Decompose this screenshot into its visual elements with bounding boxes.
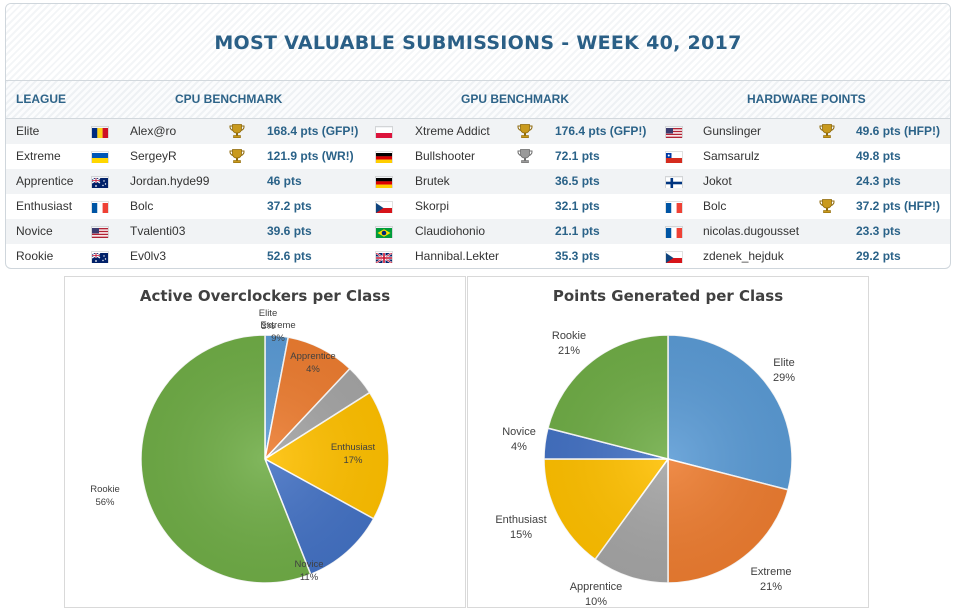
gpu-user-link[interactable]: Skorpi [415,199,450,213]
hw-user-link[interactable]: nicolas.dugousset [703,224,800,238]
usa-flag-icon [92,227,108,238]
cpu-user-link[interactable]: Ev0lv3 [130,249,167,263]
col-header-cpu: CPU BENCHMARK [175,92,283,106]
data-label-extreme: Extreme 9% [260,320,295,344]
cpu-points: 37.2 pts [267,199,312,213]
chile-flag-icon [666,152,682,163]
gpu-user-link[interactable]: Bullshooter [415,149,476,163]
gpu-user-link[interactable]: Claudiohonio [415,224,486,238]
czech-flag-icon [376,202,392,213]
gpu-points: 72.1 pts [555,149,600,163]
gold-trophy-icon [516,123,534,139]
chart-title: Active Overclockers per Class [140,287,390,305]
data-label-rookie: Rookie 21% [552,330,586,357]
cpu-points: 52.6 pts [267,249,312,263]
hw-points: 37.2 pts (HFP!) [856,199,941,213]
mvs-panel: MOST VALUABLE SUBMISSIONS - WEEK 40, 201… [5,3,951,269]
col-header-league: LEAGUE [16,92,67,106]
gold-trophy-icon [228,148,246,164]
silver-trophy-icon [516,148,534,164]
table-row: Enthusiast Bolc 37.2 pts Skorpi 32.1 pts Bolc… [6,194,950,219]
australia-flag-icon [91,177,108,188]
data-label-elite: Elite 3% [259,308,277,332]
col-header-hw: HARDWARE POINTS [747,92,866,106]
usa-flag-icon [666,127,682,138]
cpu-points: 168.4 pts (GFP!) [267,124,359,138]
hw-user-link[interactable]: Samsarulz [703,149,760,163]
page-title: MOST VALUABLE SUBMISSIONS - WEEK 40, 201… [214,32,742,54]
france-flag-icon [666,202,682,213]
data-label-novice: Novice 4% [502,426,536,453]
gpu-points: 176.4 pts (GFP!) [555,124,647,138]
gold-trophy-icon [818,198,836,214]
poland-flag-icon [376,127,392,138]
gpu-points: 35.3 pts [555,249,600,263]
table-header: LEAGUE CPU BENCHMARK GPU BENCHMARK HARDW… [6,80,950,119]
cpu-user-link[interactable]: SergeyR [130,149,177,163]
cpu-user-link[interactable]: Bolc [130,199,154,213]
data-label-extreme: Extreme 21% [751,566,792,593]
hw-points: 29.2 pts [856,249,901,263]
hw-points: 49.6 pts (HFP!) [856,124,941,138]
data-label-apprentice: Apprentice 10% [570,581,623,607]
league-name: Rookie [16,249,54,263]
hw-user-link[interactable]: Jokot [703,174,732,188]
gpu-points: 36.5 pts [555,174,600,188]
uk-flag-icon [375,252,393,264]
gpu-points: 32.1 pts [555,199,600,213]
league-name: Novice [16,224,53,238]
hw-user-link[interactable]: Gunslinger [703,124,762,138]
brazil-flag-icon [376,227,392,238]
chart-active-overclockers: Active Overclockers per Class Elite 3% Extr… [64,276,466,608]
table-body: Elite Alex@ro 168.4 pts (GFP!) Xtreme Addic… [6,119,950,268]
table-row: Rookie Ev0lv3 52.6 pts Hannibal.Lekter 35.3 … [6,244,950,268]
ukraine-flag-icon [92,152,108,163]
gold-trophy-icon [818,123,836,139]
gpu-user-link[interactable]: Hannibal.Lekter [415,249,500,263]
australia-flag-icon [91,252,108,263]
data-label-rookie: Rookie 56% [90,484,120,508]
hw-points: 24.3 pts [856,174,901,188]
cpu-points: 39.6 pts [267,224,312,238]
france-flag-icon [92,202,108,213]
col-header-gpu: GPU BENCHMARK [461,92,569,106]
league-name: Apprentice [16,174,74,188]
table-row: Extreme SergeyR 121.9 pts (WR!) Bullshooter… [6,144,950,169]
table-row: Novice Tvalenti03 39.6 pts Claudiohonio 21.1… [6,219,950,244]
hw-user-link[interactable]: Bolc [703,199,727,213]
gold-trophy-icon [228,123,246,139]
pie-chart-points-generated: Points Generated per Class Elite 29% Extrem… [495,287,795,607]
league-name: Enthusiast [16,199,73,213]
finland-flag-icon [666,177,682,188]
data-label-elite: Elite 29% [773,357,795,384]
page-title-bar: MOST VALUABLE SUBMISSIONS - WEEK 40, 201… [6,4,950,80]
france-flag-icon [666,227,682,238]
germany-flag-icon [376,177,392,188]
data-label-enthusiast: Enthusiast 15% [495,514,546,541]
germany-flag-icon [376,152,392,163]
chart-title: Points Generated per Class [553,287,783,305]
data-label-apprentice: Apprentice 4% [290,351,335,375]
league-name: Elite [16,124,40,138]
cpu-user-link[interactable]: Alex@ro [130,124,177,138]
hw-user-link[interactable]: zdenek_hejduk [703,249,784,263]
league-name: Extreme [16,149,61,163]
cpu-user-link[interactable]: Tvalenti03 [130,224,186,238]
data-label-enthusiast: Enthusiast 17% [331,442,376,466]
pie-chart-active-overclockers: Active Overclockers per Class Elite 3%Extr… [90,287,390,584]
table-row: Elite Alex@ro 168.4 pts (GFP!) Xtreme Addic… [6,119,950,144]
data-label-novice: Novice 11% [294,559,323,583]
gpu-user-link[interactable]: Xtreme Addict [415,124,490,138]
hw-points: 49.8 pts [856,149,901,163]
chart-points-generated: Points Generated per Class Elite 29% Extrem… [467,276,869,608]
gpu-user-link[interactable]: Brutek [415,174,450,188]
hw-points: 23.3 pts [856,224,901,238]
cpu-points: 121.9 pts (WR!) [267,149,354,163]
czech-flag-icon [666,252,682,263]
table-row: Apprentice Jordan.hyde99 46 pts Brutek 36.5 … [6,169,950,194]
gpu-points: 21.1 pts [555,224,600,238]
romania-flag-icon [92,127,108,138]
cpu-points: 46 pts [267,174,302,188]
cpu-user-link[interactable]: Jordan.hyde99 [130,174,210,188]
